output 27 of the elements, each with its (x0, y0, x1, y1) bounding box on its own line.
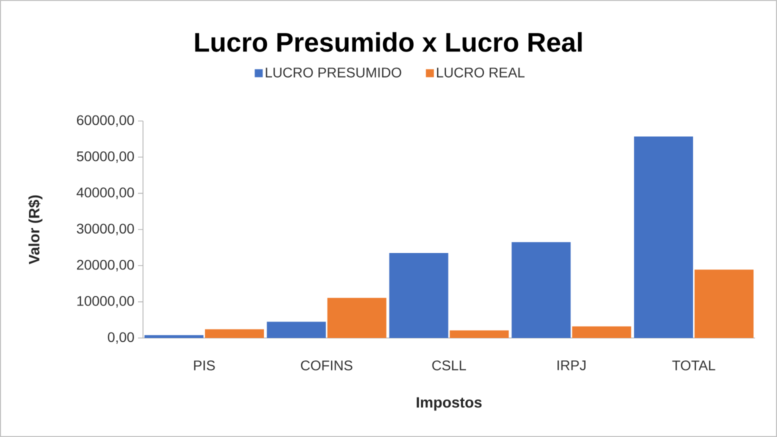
x-tick-label: CSLL (432, 360, 466, 370)
y-tick-label: 0,00 (108, 332, 134, 344)
y-tick-label: 10000,00 (77, 296, 134, 308)
bar (144, 335, 204, 338)
y-tick-label: 60000,00 (77, 115, 134, 127)
y-tick-label: 30000,00 (76, 224, 134, 236)
y-tick-label: 40000,00 (76, 188, 134, 200)
y-tick-label: 50000,00 (76, 151, 134, 163)
x-tick-label: PIS (194, 360, 215, 370)
bar (450, 330, 509, 338)
bar (512, 242, 571, 338)
bar (389, 252, 448, 338)
x-tick-label: TOTAL (672, 360, 716, 370)
chart-title: Lucro Presumido x Lucro Real (195, 32, 582, 52)
bar (204, 329, 264, 338)
y-axis-title: Valor (R$) (28, 195, 42, 264)
bar (572, 326, 632, 338)
x-tick-label: IRPJ (558, 360, 586, 370)
legend-label: LUCRO REAL (437, 68, 525, 78)
bar (266, 322, 326, 338)
bar (694, 270, 754, 338)
x-tick-label: COFINS (300, 360, 352, 370)
y-tick-label: 20000,00 (77, 260, 134, 272)
bar (327, 298, 386, 338)
x-axis-title: Impostos (416, 397, 482, 411)
bar (634, 136, 694, 338)
legend-label: LUCRO PRESUMIDO (266, 68, 402, 78)
